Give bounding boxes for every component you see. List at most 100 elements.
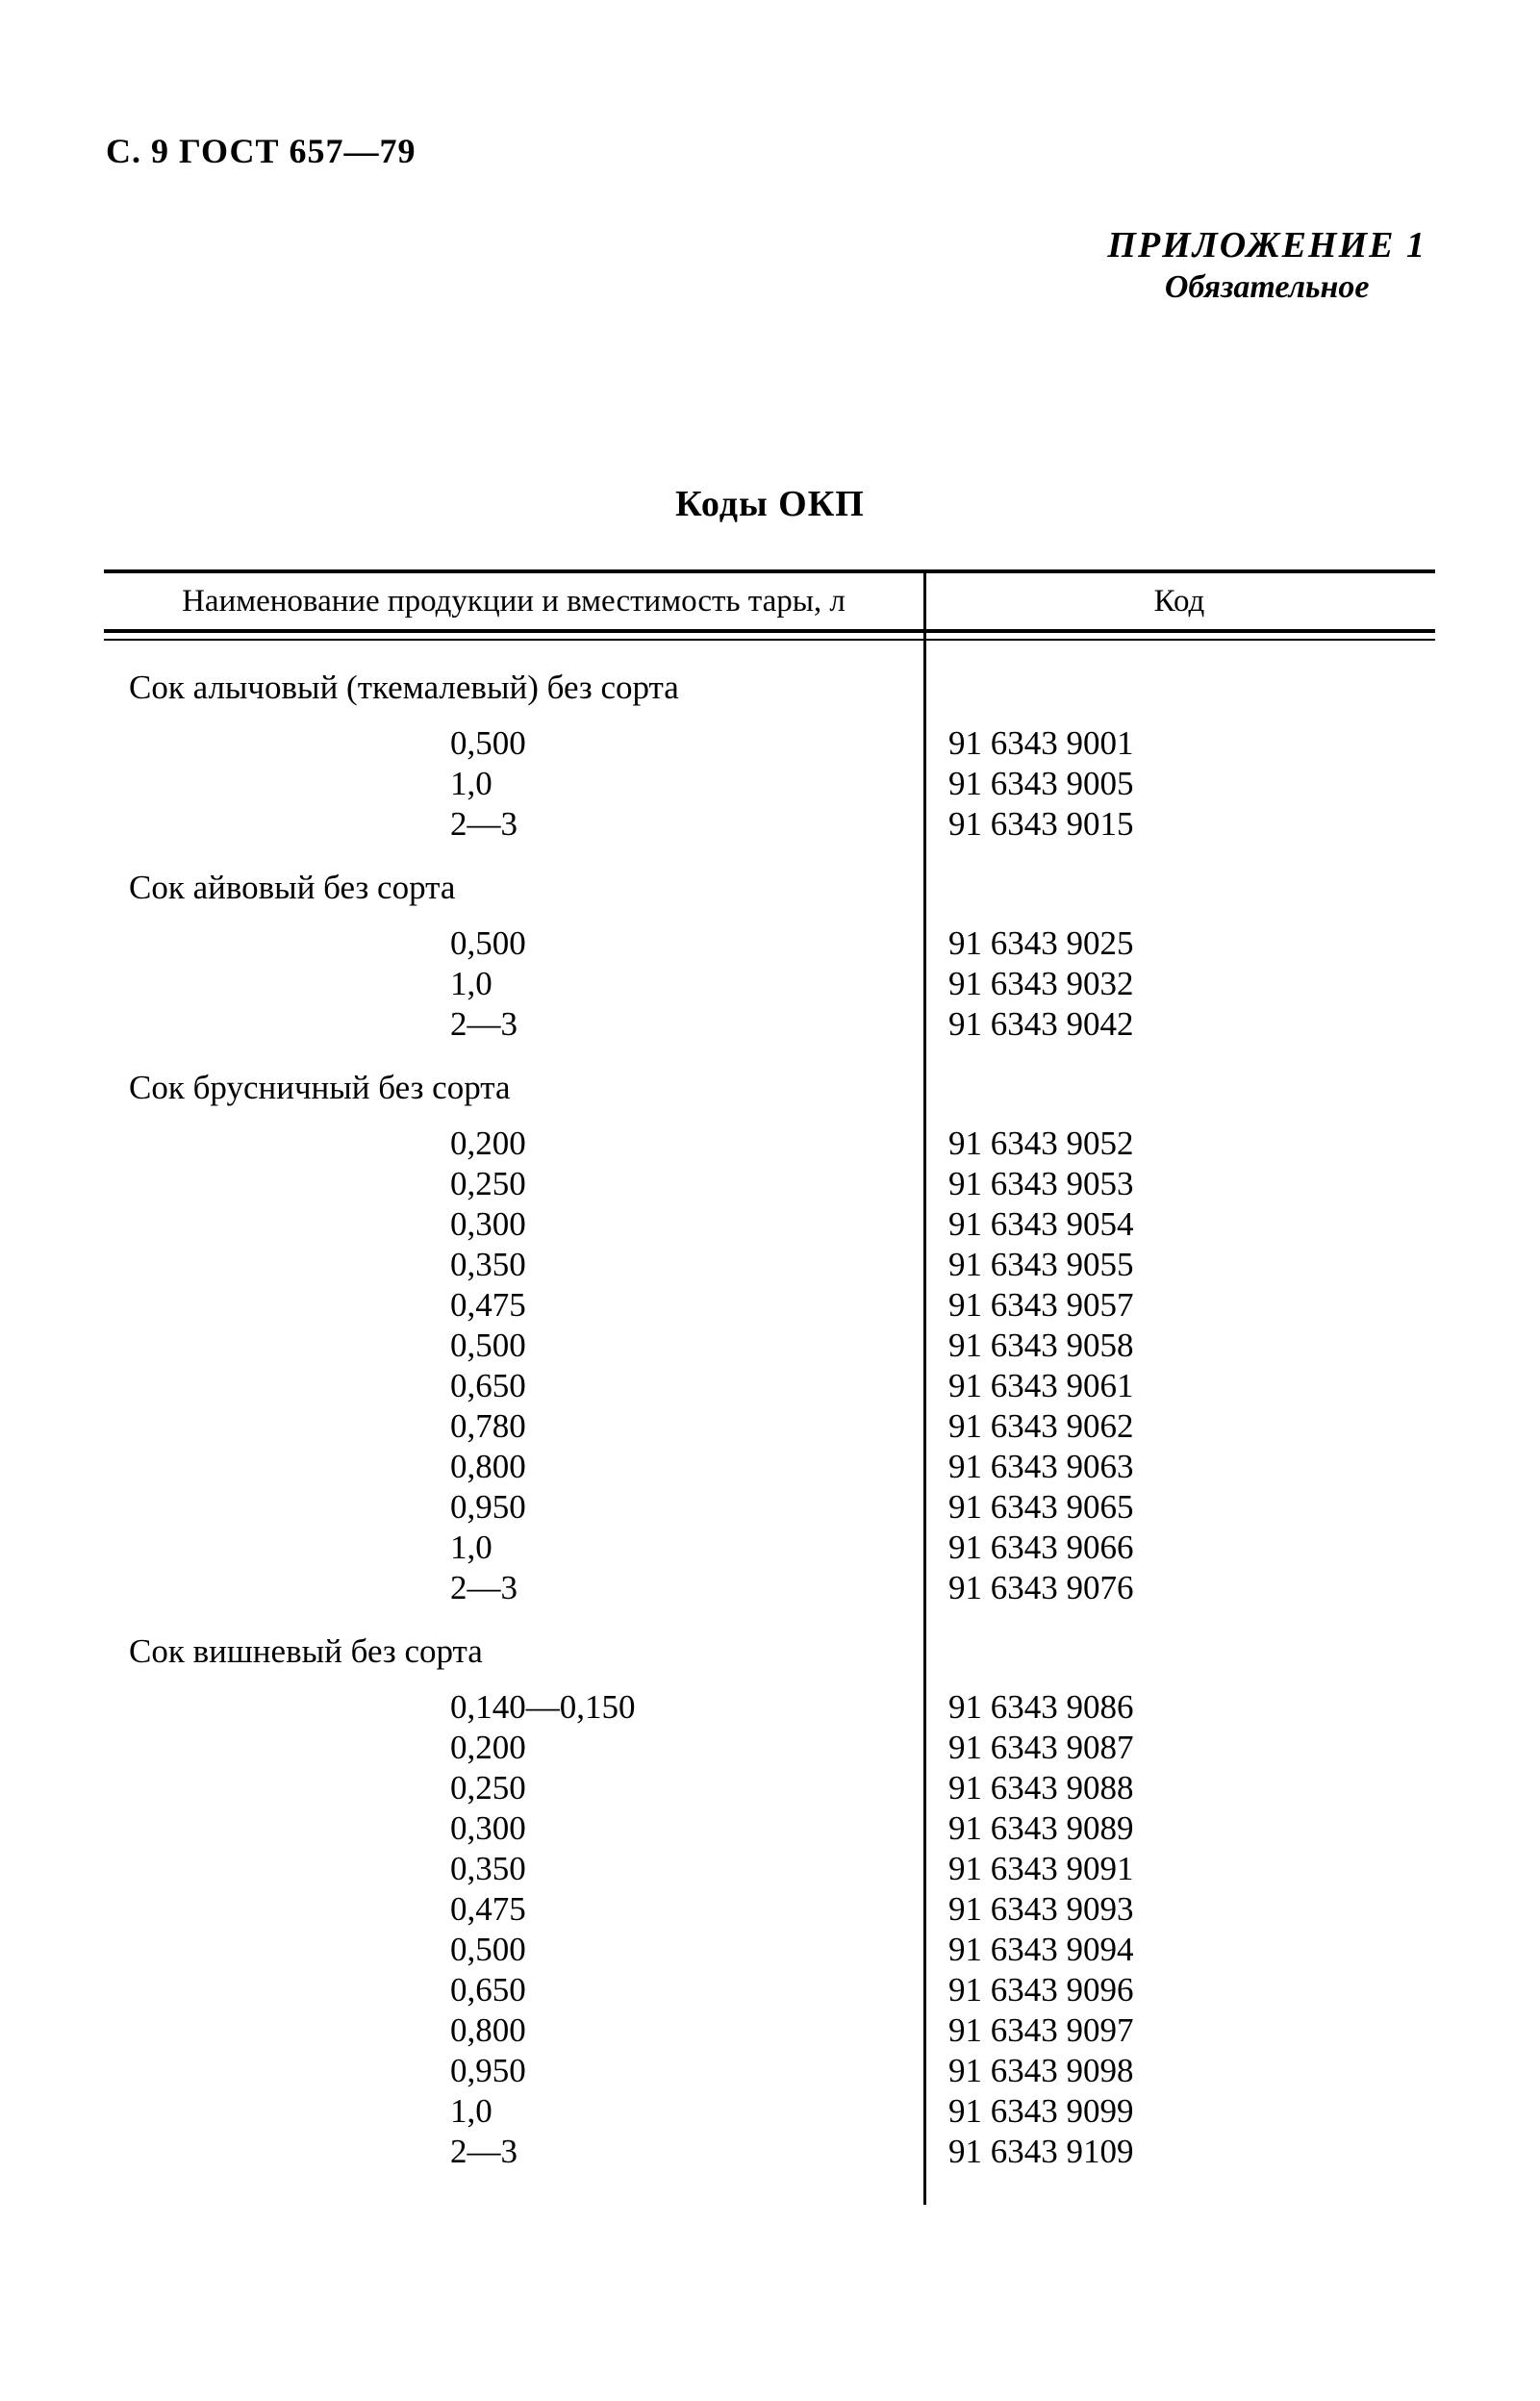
code-value: 91 6343 9088 [948,1769,1134,1807]
table-row: 0,950 91 6343 9098 [104,2051,1435,2091]
code-value: 91 6343 9042 [948,1005,1134,1043]
table-row: 0,300 91 6343 9054 [104,1204,1435,1245]
table-row: 0,500 91 6343 9001 [104,723,1435,764]
capacity-value: 0,140—0,150 [450,1688,636,1726]
okp-codes-table: Наименование продукции и вместимость тар… [104,569,1435,2205]
column-header-code: Код [1153,583,1205,619]
product-name: Сок айвовый без сорта [129,869,456,906]
code-value: 91 6343 9061 [948,1367,1134,1404]
capacity-value: 0,350 [450,1850,526,1887]
capacity-value: 0,250 [450,1769,526,1807]
table-row: 2—3 91 6343 9015 [104,804,1435,845]
code-value: 91 6343 9096 [948,1971,1134,2009]
code-value: 91 6343 9052 [948,1125,1134,1162]
table-row: 1,0 91 6343 9066 [104,1528,1435,1568]
code-value: 91 6343 9001 [948,724,1134,762]
table-row: 1,0 91 6343 9032 [104,964,1435,1004]
section-rows: 0,500 91 6343 9001 1,0 91 6343 9005 2—3 91 63… [104,723,1435,845]
table-row: 0,300 91 6343 9089 [104,1808,1435,1849]
capacity-value: 1,0 [450,765,492,802]
column-header-product: Наименование продукции и вместимость тар… [182,583,846,619]
capacity-value: 0,300 [450,1809,526,1847]
section-rows: 0,140—0,150 91 6343 9086 0,200 91 6343 9087… [104,1687,1435,2172]
code-value: 91 6343 9062 [948,1407,1134,1445]
code-value: 91 6343 9066 [948,1529,1134,1566]
code-value: 91 6343 9076 [948,1569,1134,1606]
table-row: 0,250 91 6343 9088 [104,1768,1435,1808]
table-row: 0,475 91 6343 9057 [104,1285,1435,1326]
code-value: 91 6343 9089 [948,1809,1134,1847]
capacity-value: 0,500 [450,1327,526,1364]
table-row: 0,500 91 6343 9058 [104,1326,1435,1366]
code-value: 91 6343 9093 [948,1890,1134,1928]
code-value: 91 6343 9097 [948,2011,1134,2049]
capacity-value: 1,0 [450,965,492,1002]
header-double-rule [104,629,1435,641]
table-row: 0,350 91 6343 9055 [104,1245,1435,1285]
capacity-value: 0,950 [450,2052,526,2089]
table-row: 2—3 91 6343 9076 [104,1568,1435,1608]
capacity-value: 2—3 [450,805,518,843]
capacity-value: 0,500 [450,724,526,762]
capacity-value: 2—3 [450,1005,518,1043]
capacity-value: 0,250 [450,1165,526,1202]
table-row: 0,140—0,150 91 6343 9086 [104,1687,1435,1728]
capacity-value: 0,650 [450,1367,526,1404]
table-row: 0,200 91 6343 9052 [104,1124,1435,1164]
code-value: 91 6343 9025 [948,924,1134,962]
code-value: 91 6343 9054 [948,1205,1134,1243]
code-value: 91 6343 9087 [948,1729,1134,1766]
appendix-block: ПРИЛОЖЕНИЕ 1 Обязательное [1107,223,1426,308]
code-value: 91 6343 9086 [948,1688,1134,1726]
doc-title: Коды ОКП [675,484,865,524]
table-section: Сок вишневый без сорта 0,140—0,150 91 6343… [104,1631,1435,2172]
product-name: Сок алычовый (ткемалевый) без сорта [129,669,679,706]
table-row: 0,650 91 6343 9061 [104,1366,1435,1406]
capacity-value: 2—3 [450,1569,518,1606]
code-value: 91 6343 9094 [948,1931,1134,1968]
product-name: Сок вишневый без сорта [129,1632,483,1670]
table-row: 0,350 91 6343 9091 [104,1849,1435,1889]
table-header-row: Наименование продукции и вместимость тар… [104,573,1435,629]
capacity-value: 0,500 [450,1931,526,1968]
capacity-value: 0,200 [450,1729,526,1766]
code-value: 91 6343 9065 [948,1488,1134,1526]
capacity-value: 0,780 [450,1407,526,1445]
capacity-value: 0,650 [450,1971,526,2009]
code-value: 91 6343 9063 [948,1448,1134,1485]
code-value: 91 6343 9058 [948,1327,1134,1364]
table-row: 0,780 91 6343 9062 [104,1406,1435,1447]
running-head: С. 9 ГОСТ 657—79 [106,132,417,170]
column-divider [923,573,926,2205]
table-row: 1,0 91 6343 9005 [104,764,1435,804]
table-body: Сок алычовый (ткемалевый) без сорта 0,500… [104,641,1435,2172]
table-row: 0,475 91 6343 9093 [104,1889,1435,1930]
code-value: 91 6343 9091 [948,1850,1134,1887]
appendix-title: ПРИЛОЖЕНИЕ 1 [1107,225,1426,265]
appendix-subtitle: Обязательное [1164,269,1370,305]
code-value: 91 6343 9099 [948,2092,1134,2130]
section-rows: 0,500 91 6343 9025 1,0 91 6343 9032 2—3 91 63… [104,923,1435,1045]
table-section: Сок алычовый (ткемалевый) без сорта 0,500… [104,668,1435,845]
capacity-value: 0,950 [450,1488,526,1526]
capacity-value: 2—3 [450,2133,518,2170]
code-value: 91 6343 9057 [948,1286,1134,1324]
table-section: Сок брусничный без сорта 0,200 91 6343 905… [104,1068,1435,1608]
capacity-value: 0,200 [450,1125,526,1162]
table-row: 1,0 91 6343 9099 [104,2091,1435,2132]
capacity-value: 0,800 [450,2011,526,2049]
code-value: 91 6343 9053 [948,1165,1134,1202]
table-row: 0,950 91 6343 9065 [104,1487,1435,1528]
capacity-value: 1,0 [450,1529,492,1566]
table-row: 0,200 91 6343 9087 [104,1728,1435,1768]
table-row: 0,800 91 6343 9063 [104,1447,1435,1487]
code-value: 91 6343 9055 [948,1246,1134,1283]
capacity-value: 0,475 [450,1286,526,1324]
section-rows: 0,200 91 6343 9052 0,250 91 6343 9053 0,300 9… [104,1124,1435,1608]
code-value: 91 6343 9032 [948,965,1134,1002]
table-row: 0,650 91 6343 9096 [104,1970,1435,2010]
capacity-value: 0,800 [450,1448,526,1485]
capacity-value: 0,500 [450,924,526,962]
code-value: 91 6343 9005 [948,765,1134,802]
